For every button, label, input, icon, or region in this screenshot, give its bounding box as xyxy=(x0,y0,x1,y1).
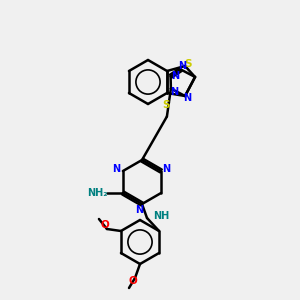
Text: S: S xyxy=(184,59,192,69)
Text: O: O xyxy=(100,220,109,230)
Text: N: N xyxy=(172,71,180,81)
Text: N: N xyxy=(170,86,178,97)
Text: N: N xyxy=(178,61,186,70)
Text: N: N xyxy=(135,205,143,215)
Text: N: N xyxy=(162,164,170,174)
Text: N: N xyxy=(183,93,191,103)
Text: O: O xyxy=(129,276,137,286)
Text: S: S xyxy=(162,100,169,110)
Text: NH: NH xyxy=(153,211,169,221)
Text: NH₂: NH₂ xyxy=(87,188,107,198)
Text: N: N xyxy=(112,164,120,174)
